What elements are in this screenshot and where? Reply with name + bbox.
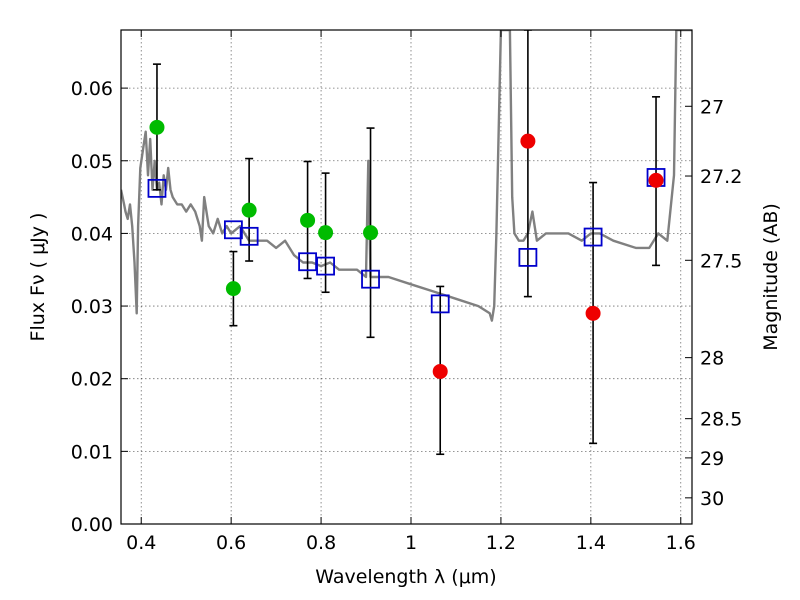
plot-frame: [120, 29, 693, 525]
axes: 0.4 0.6 0.8 1 1.2 1.4 1.6 0.00 0.01 0.02 0.03 0.04 0…: [71, 30, 742, 554]
x-tick-label: 0.4: [126, 532, 156, 554]
model-square: [147, 178, 167, 198]
plot-area: [121, 30, 692, 456]
y-tick-label: 0.00: [71, 514, 113, 536]
right-tick-label: 27: [700, 96, 724, 118]
detection-point: [241, 202, 257, 218]
y-axis-label: Flux Fν ( μJy ): [27, 213, 49, 342]
y-tick-label: 0.01: [71, 441, 113, 463]
model-square: [361, 269, 380, 289]
detection-point: [149, 119, 165, 135]
grid: [121, 30, 692, 525]
model-square: [583, 227, 603, 247]
model-square: [316, 256, 335, 276]
detection-point: [300, 212, 316, 228]
x-tick-label: 1.6: [666, 532, 696, 554]
model-square: [239, 226, 259, 246]
spectrum-line: [121, 30, 692, 322]
y-tick-label: 0.02: [71, 369, 113, 391]
nondetection-point: [648, 172, 664, 188]
nondetection-point: [520, 133, 536, 149]
detection-point: [225, 281, 241, 297]
x-tick-label: 0.6: [216, 532, 246, 554]
y-tick-label: 0.04: [71, 223, 113, 245]
detection-point: [318, 225, 334, 241]
right-tick-label: 27.5: [700, 250, 742, 272]
right-tick-label: 28.5: [700, 409, 742, 431]
x-tick-label: 0.8: [306, 532, 336, 554]
y-tick-label: 0.06: [71, 78, 113, 100]
nondetection-point: [432, 363, 448, 379]
model-square: [430, 294, 450, 314]
x-tick-label: 1.4: [576, 532, 606, 554]
model-square: [518, 247, 538, 267]
detection-point: [363, 225, 379, 241]
x-tick-label: 1.2: [486, 532, 516, 554]
model-square: [224, 220, 243, 240]
right-tick-label: 28: [700, 348, 724, 370]
right-axis-label: Magnitude (AB): [760, 203, 782, 351]
right-tick-label: 30: [700, 488, 724, 510]
right-tick-label: 29: [700, 448, 724, 470]
x-axis-label: Wavelength λ (μm): [315, 566, 496, 588]
nondetection-point: [585, 305, 601, 321]
model-square: [298, 252, 317, 272]
x-tick-label: 1: [405, 532, 417, 554]
y-tick-label: 0.03: [71, 296, 113, 318]
right-tick-label: 27.2: [700, 166, 742, 188]
y-tick-label: 0.05: [71, 151, 113, 173]
